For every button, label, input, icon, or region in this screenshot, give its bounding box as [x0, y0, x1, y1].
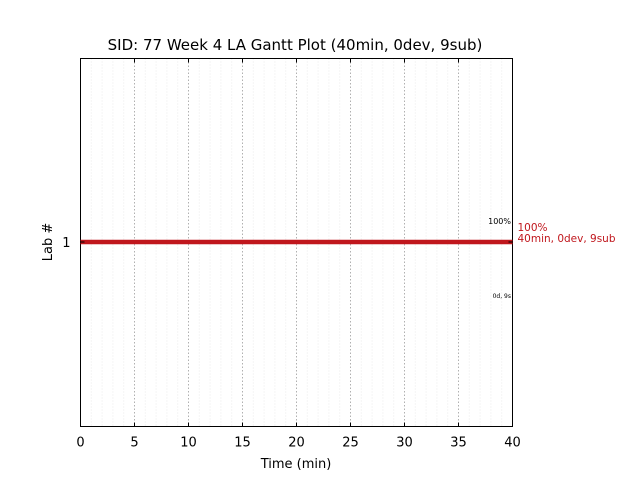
x-axis-label: Time (min)	[260, 457, 332, 472]
x-tick-label: 20	[288, 436, 305, 451]
gantt-bars: 100%40min, 0dev, 9sub	[80, 222, 616, 245]
bar-detail-label: 40min, 0dev, 9sub	[518, 233, 616, 245]
x-axis-ticks: 0 5 10 15 20 25 30 35 40	[76, 58, 521, 451]
x-tick-label: 0	[76, 436, 84, 451]
x-tick-label: 5	[130, 436, 138, 451]
x-tick-label: 40	[504, 436, 521, 451]
x-tick-label: 25	[342, 436, 359, 451]
x-tick-label: 15	[234, 436, 251, 451]
small-percent-annotation: 100%	[488, 217, 511, 226]
x-tick-label: 35	[450, 436, 467, 451]
small-detail-annotation: 0d, 9s	[493, 293, 511, 300]
y-tick-label: 1	[62, 236, 70, 251]
y-axis-ticks: 1	[62, 236, 513, 251]
x-tick-label: 10	[180, 436, 197, 451]
bar-percent-label: 100%	[518, 222, 548, 234]
x-tick-label: 30	[396, 436, 413, 451]
chart-title: SID: 77 Week 4 LA Gantt Plot (40min, 0de…	[108, 36, 483, 54]
y-axis-label: Lab #	[41, 223, 56, 262]
